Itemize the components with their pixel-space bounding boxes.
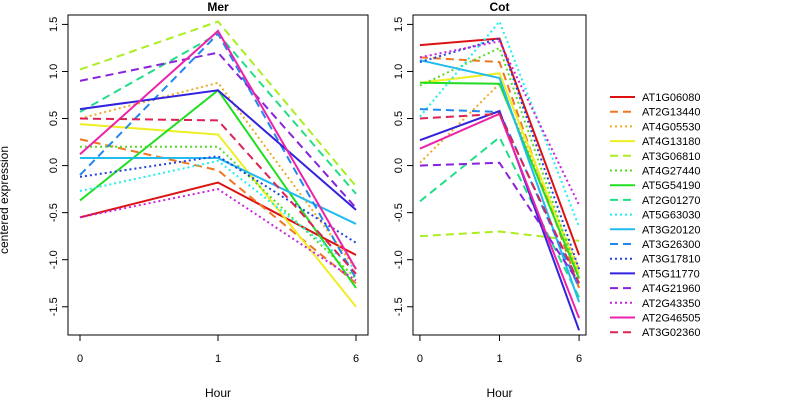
series-line-at4g13180 <box>419 72 581 275</box>
y-axis-title: centered expression <box>0 146 11 254</box>
panel-title: Cot <box>490 0 510 14</box>
y-tick-label: -1.0 <box>393 250 405 269</box>
series-line-at5g11770 <box>419 109 581 331</box>
x-axis-title: Hour <box>205 386 231 400</box>
legend-label: AT2G46505 <box>642 313 701 325</box>
legend: AT1G06080 AT2G13440 AT4G05530 AT4G13180 AT3G… <box>610 92 701 339</box>
legend-item: AT3G02360 <box>610 327 701 339</box>
series-line-at3g17810 <box>419 37 581 270</box>
x-tick-label: 6 <box>353 353 359 365</box>
legend-item: AT4G27440 <box>610 166 701 178</box>
legend-label: AT4G27440 <box>642 166 701 178</box>
series-line-at2g43350 <box>419 40 580 206</box>
y-tick-label: 0.5 <box>393 111 405 126</box>
series-line-at3g06810 <box>79 20 357 187</box>
x-tick-label: 0 <box>77 353 83 365</box>
legend-item: AT3G17810 <box>610 254 701 266</box>
y-tick-label: -1.0 <box>48 250 60 269</box>
series-line-at4g05530 <box>79 81 357 270</box>
x-tick-label: 0 <box>417 353 423 365</box>
legend-item: AT2G13440 <box>610 107 701 119</box>
y-tick-label: -0.5 <box>48 203 60 222</box>
legend-label: AT2G13440 <box>642 107 701 119</box>
legend-item: AT2G46505 <box>610 313 701 325</box>
y-tick-label: 1.0 <box>393 64 405 79</box>
legend-item: AT3G06810 <box>610 151 701 163</box>
legend-label: AT3G02360 <box>642 327 701 339</box>
series-line-at2g13440 <box>79 138 357 285</box>
y-tick-label: 1.5 <box>48 17 60 32</box>
series-line-at3g26300 <box>419 108 580 289</box>
panel-mer: Mer -1.5 -1.0 -0.5 0.0 0.5 1.0 1.5 0 1 6 Hour <box>48 0 369 400</box>
legend-label: AT1G06080 <box>642 92 701 104</box>
series-line-at3g20120 <box>80 157 357 225</box>
x-tick-label: 1 <box>215 353 221 365</box>
legend-item: AT1G06080 <box>610 92 701 104</box>
legend-label: AT3G26300 <box>642 239 701 251</box>
y-tick-label: 1.0 <box>48 64 60 79</box>
series-line-at2g46505 <box>79 29 357 270</box>
x-tick-label: 1 <box>496 353 502 365</box>
x-axis-title: Hour <box>486 386 512 400</box>
chart-panels: Mer -1.5 -1.0 -0.5 0.0 0.5 1.0 1.5 0 1 6 Hour Cot -1.… <box>48 0 587 400</box>
legend-item: AT3G26300 <box>610 239 701 251</box>
legend-item: AT5G11770 <box>610 268 700 280</box>
y-tick-label: 0.0 <box>48 158 60 173</box>
y-tick-label: -0.5 <box>393 203 405 222</box>
legend-label: AT5G11770 <box>642 268 700 280</box>
y-tick-label: -1.5 <box>48 297 60 316</box>
legend-label: AT4G13180 <box>642 136 701 148</box>
legend-label: AT2G43350 <box>642 298 701 310</box>
legend-item: AT4G21960 <box>610 283 701 295</box>
series-line-at3g02360 <box>79 117 357 275</box>
series-line-at2g01270 <box>419 135 580 298</box>
series-line-at4g13180 <box>79 123 357 308</box>
series-line-at5g54190 <box>419 81 581 279</box>
legend-item: AT3G20120 <box>610 224 701 236</box>
legend-label: AT5G63030 <box>642 210 701 222</box>
legend-label: AT5G54190 <box>642 180 701 192</box>
x-tick-label: 6 <box>576 353 582 365</box>
series-line-at5g63030 <box>79 159 357 270</box>
series-line-at4g21960 <box>79 51 357 209</box>
series-line-at3g26300 <box>79 32 357 280</box>
series-line-at5g63030 <box>419 19 581 228</box>
legend-label: AT3G20120 <box>642 224 701 236</box>
legend-label: AT4G21960 <box>642 283 701 295</box>
legend-item: AT2G01270 <box>610 195 701 207</box>
series-line-at2g43350 <box>79 188 357 282</box>
panel-title: Mer <box>207 0 229 14</box>
series-line-at5g11770 <box>79 89 357 211</box>
legend-item: AT5G63030 <box>610 210 701 222</box>
legend-label: AT2G01270 <box>642 195 701 207</box>
y-tick-label: 0.0 <box>393 158 405 173</box>
legend-label: AT3G06810 <box>642 151 701 163</box>
legend-item: AT5G54190 <box>610 180 701 192</box>
series-line-at3g17810 <box>79 155 357 244</box>
series-line-at4g27440 <box>80 145 357 280</box>
series-line-at4g27440 <box>419 46 581 279</box>
series-line-at2g13440 <box>419 56 581 289</box>
legend-item: AT2G43350 <box>610 298 701 310</box>
legend-label: AT3G17810 <box>642 254 701 266</box>
series-line-at3g20120 <box>419 59 581 303</box>
series-line-at1g06080 <box>79 181 357 256</box>
panel-cot: Cot -1.5 -1.0 -0.5 0.0 0.5 1.0 1.5 0 1 6 Hour <box>393 0 587 400</box>
y-tick-label: 1.5 <box>393 17 405 32</box>
y-tick-label: -1.5 <box>393 297 405 316</box>
legend-item: AT4G13180 <box>610 136 701 148</box>
series-line-at4g21960 <box>419 161 580 284</box>
legend-label: AT4G05530 <box>642 121 701 133</box>
series-line-at3g06810 <box>419 230 580 242</box>
series-line-at1g06080 <box>419 37 581 256</box>
legend-item: AT4G05530 <box>610 121 701 133</box>
series-line-at3g02360 <box>419 112 580 284</box>
y-tick-label: 0.5 <box>48 111 60 126</box>
